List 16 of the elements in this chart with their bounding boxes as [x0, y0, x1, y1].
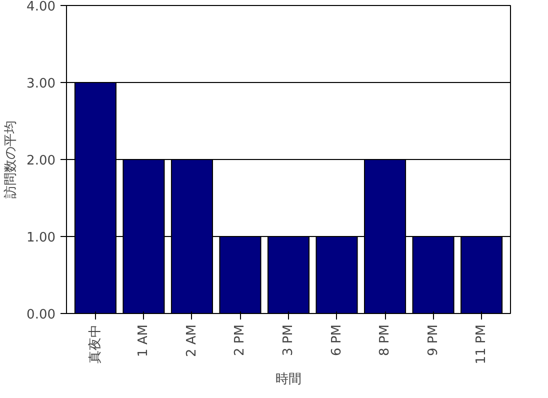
x-axis-title: 時間	[276, 372, 302, 388]
x-tick-label: 11 PM	[474, 324, 490, 364]
x-tick-label: 1 AM	[136, 324, 152, 358]
x-tick-label: 2 AM	[184, 324, 200, 358]
y-tick-label: 4.00	[26, 0, 56, 14]
x-tick-label: 8 PM	[378, 324, 393, 356]
y-tick-label: 2.00	[26, 154, 56, 168]
y-tick-label: 0.00	[26, 308, 56, 322]
y-tick-label: 1.00	[26, 230, 56, 246]
x-tick-label: 2 PM	[232, 324, 248, 356]
y-tick-label: 3.00	[26, 76, 56, 92]
x-tick-label: 6 PM	[329, 324, 344, 356]
x-tick-label: 3 PM	[281, 324, 296, 356]
x-tick-label: 真夜中	[86, 324, 103, 364]
y-axis-title: 訪問数の平均	[4, 120, 19, 198]
x-tick-label: 9 PM	[426, 324, 441, 356]
